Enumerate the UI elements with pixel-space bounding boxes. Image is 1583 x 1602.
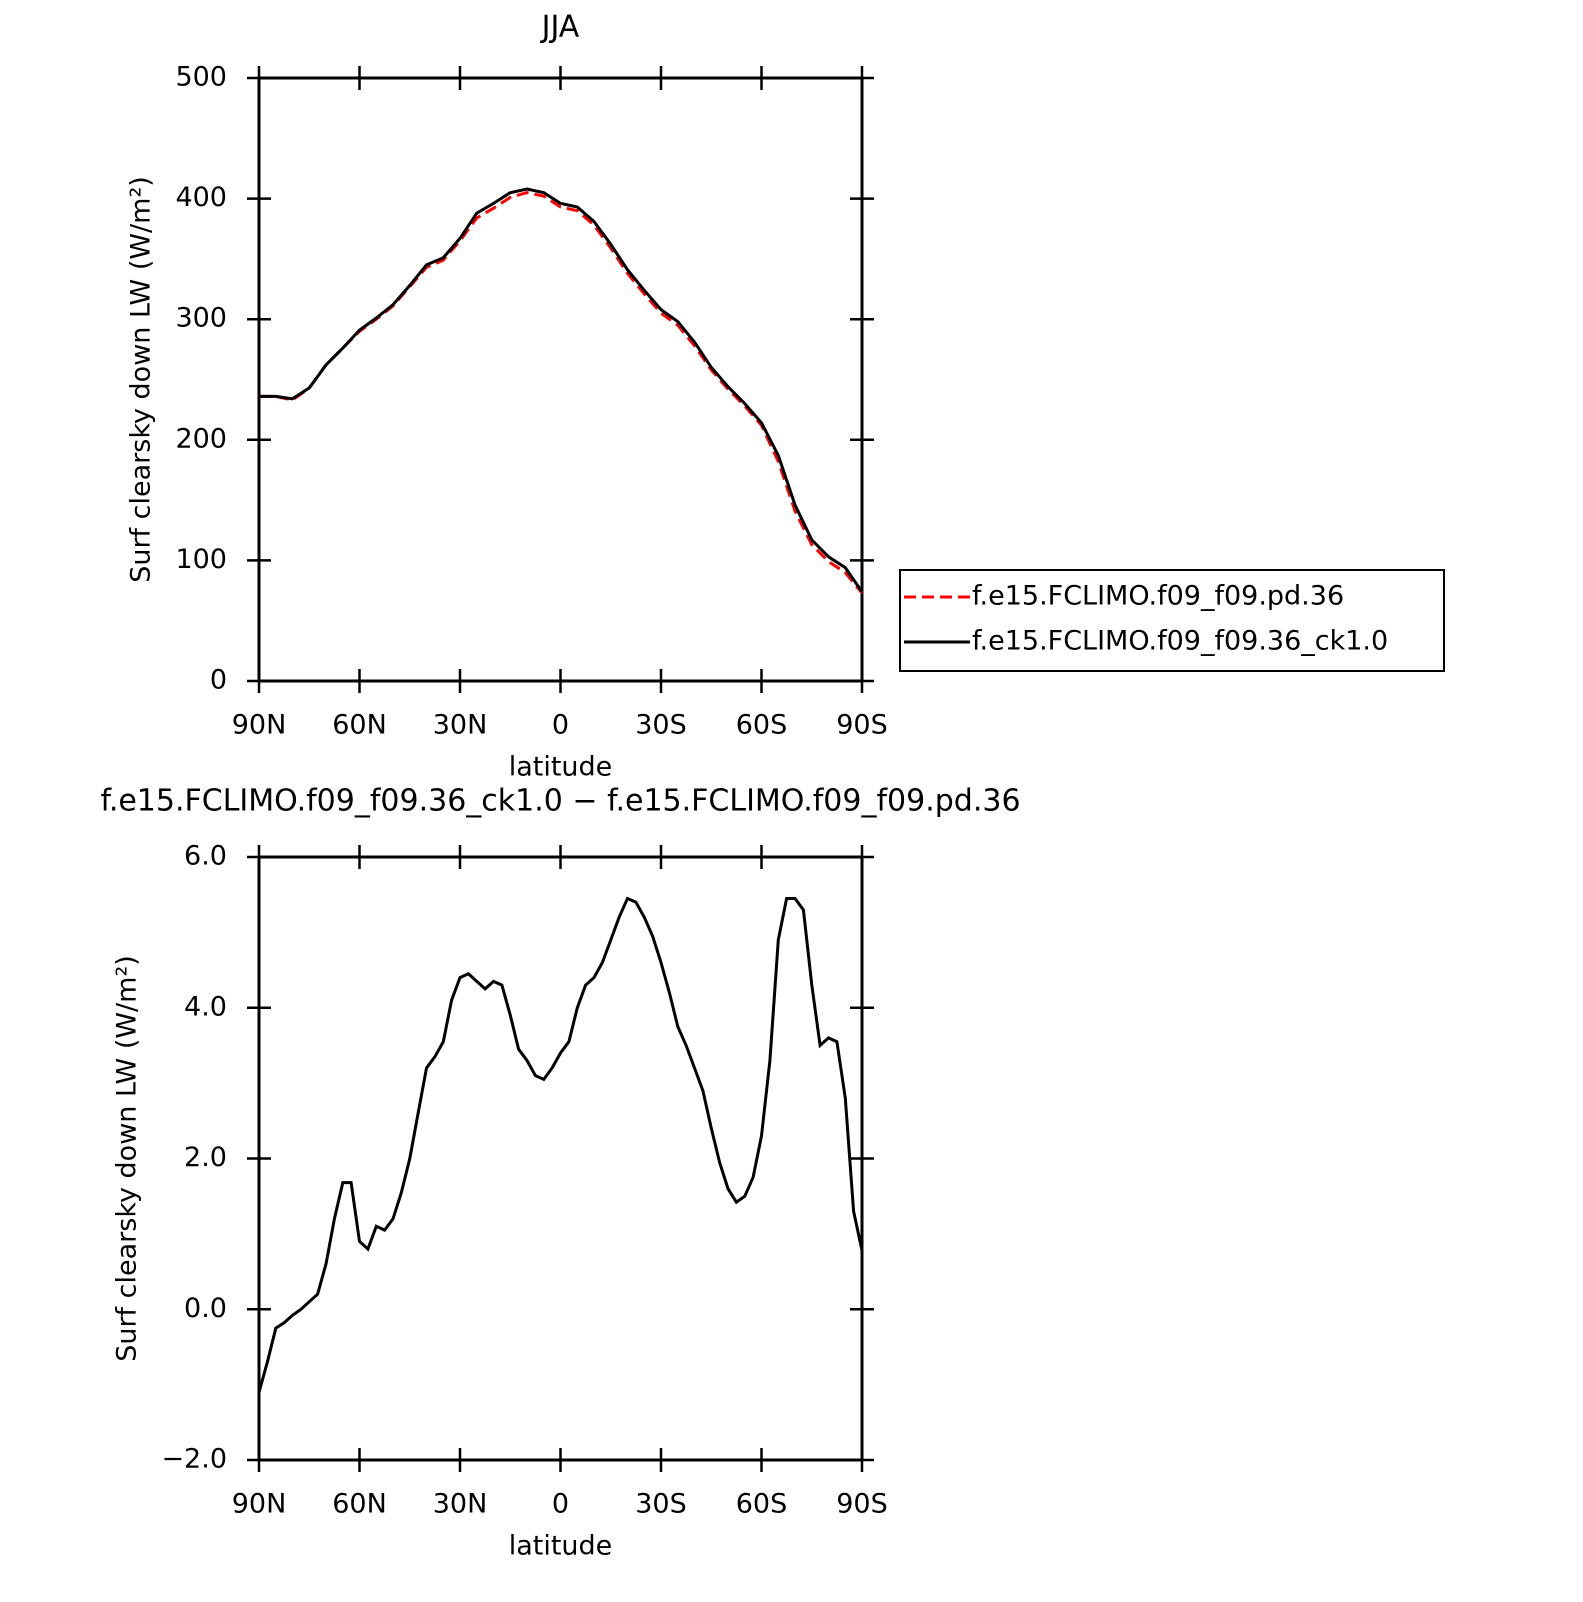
- legend-label: f.e15.FCLIMO.f09_f09.36_ck1.0: [972, 626, 1388, 657]
- y-axis-label: Surf clearsky down LW (W/m²): [112, 955, 143, 1362]
- x-tick-label: 90S: [836, 1489, 888, 1520]
- chart-title: JJA: [540, 10, 580, 45]
- y-tick-label: 6.0: [184, 841, 227, 872]
- x-axis-label: latitude: [509, 1531, 613, 1562]
- x-axis-label: latitude: [509, 752, 613, 783]
- y-tick-label: −2.0: [161, 1444, 227, 1475]
- x-tick-label: 90S: [836, 710, 888, 741]
- plot-frame: [257, 76, 864, 683]
- legend-label: f.e15.FCLIMO.f09_f09.pd.36: [972, 581, 1344, 612]
- data-line: [259, 187, 864, 593]
- y-tick-label: 200: [175, 423, 227, 454]
- x-tick-label: 60N: [332, 1489, 387, 1520]
- data-line: [259, 191, 864, 594]
- y-tick-label: 400: [175, 182, 227, 213]
- y-tick-label: 500: [175, 62, 227, 93]
- x-tick-label: 0: [552, 1489, 569, 1520]
- x-tick-label: 30S: [635, 710, 687, 741]
- x-tick-label: 60N: [332, 710, 387, 741]
- x-tick-label: 90N: [232, 710, 287, 741]
- x-tick-label: 30S: [635, 1489, 687, 1520]
- x-tick-label: 90N: [232, 1489, 287, 1520]
- x-tick-label: 0: [552, 710, 569, 741]
- data-line: [257, 896, 864, 1393]
- y-axis-label: Surf clearsky down LW (W/m²): [126, 176, 157, 583]
- y-tick-label: 300: [175, 303, 227, 334]
- x-tick-label: 60S: [736, 710, 788, 741]
- plot-frame: [257, 855, 864, 1462]
- y-tick-label: 0.0: [184, 1293, 227, 1324]
- y-tick-label: 4.0: [184, 991, 227, 1022]
- legend-box: [899, 569, 1445, 672]
- chart-title: f.e15.FCLIMO.f09_f09.36_ck1.0 − f.e15.FC…: [100, 784, 1020, 819]
- y-tick-label: 2.0: [184, 1142, 227, 1173]
- y-tick-label: 0: [210, 665, 227, 696]
- x-tick-label: 30N: [433, 1489, 488, 1520]
- x-tick-label: 30N: [433, 710, 488, 741]
- y-tick-label: 100: [175, 544, 227, 575]
- x-tick-label: 60S: [736, 1489, 788, 1520]
